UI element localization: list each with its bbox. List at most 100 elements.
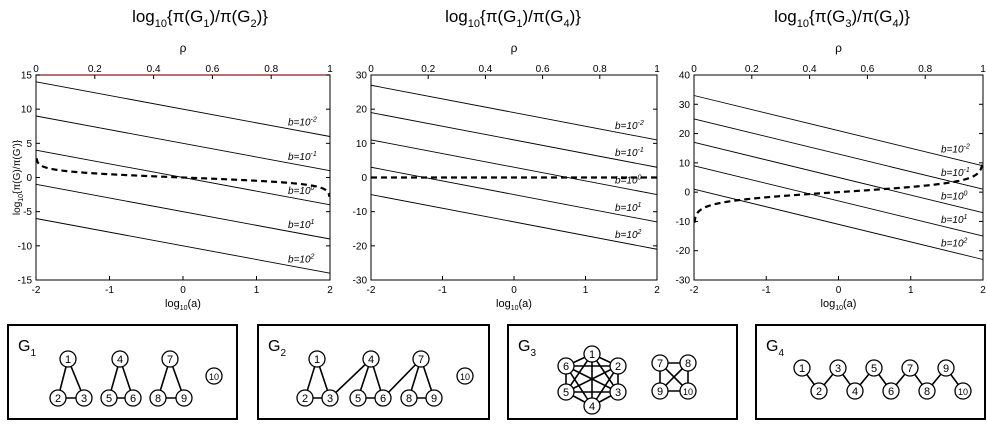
node-label: 5 bbox=[106, 393, 112, 405]
node-label: 3 bbox=[81, 393, 87, 405]
graph-node: 5 bbox=[865, 359, 883, 377]
node-label: 9 bbox=[943, 363, 949, 375]
x-tick-label: 0 bbox=[511, 285, 517, 296]
series-label: b=10-2 bbox=[288, 117, 317, 129]
y-tick-label: -20 bbox=[353, 241, 368, 252]
graph-box-g3: G3 1 2 3 4 5 6 7 8 9 10 bbox=[507, 324, 738, 420]
node-label: 4 bbox=[117, 354, 123, 366]
graph-frame bbox=[755, 324, 986, 420]
top-tick-label: 0.8 bbox=[918, 64, 932, 75]
top-tick-label: 1 bbox=[980, 64, 986, 75]
top-tick-label: 0.4 bbox=[478, 64, 492, 75]
graph-frame bbox=[7, 324, 238, 420]
x-tick-label: 2 bbox=[980, 285, 986, 296]
node-label: 7 bbox=[657, 358, 663, 370]
graph-node: 9 bbox=[937, 359, 955, 377]
x-axis-label: log10(a) bbox=[821, 298, 857, 312]
series-line-b-1 bbox=[35, 115, 331, 172]
node-label: 7 bbox=[418, 354, 424, 366]
series-line-b-1 bbox=[370, 112, 658, 168]
series-line-b-2 bbox=[370, 84, 658, 141]
y-axis-label: log10{π(G)/π(G')} bbox=[12, 139, 25, 215]
series-line-b1 bbox=[693, 165, 984, 237]
graph-node: 9 bbox=[175, 389, 193, 407]
series-line-b-2 bbox=[35, 81, 331, 137]
graph-node: 4 bbox=[362, 350, 380, 368]
node-label: 8 bbox=[406, 393, 412, 405]
node-label: 4 bbox=[368, 354, 374, 366]
y-tick-label: -30 bbox=[353, 276, 368, 287]
node-label: 8 bbox=[155, 393, 161, 405]
graph-node: 5 bbox=[349, 389, 367, 407]
graph-node: 6 bbox=[374, 389, 392, 407]
node-label: 5 bbox=[563, 387, 569, 399]
top-tick-label: 0.2 bbox=[745, 64, 759, 75]
series-line-b0 bbox=[693, 141, 984, 214]
y-tick-label: 20 bbox=[679, 129, 691, 140]
top-tick-label: 0.6 bbox=[536, 64, 550, 75]
series-label: b=10-2 bbox=[941, 144, 970, 156]
series-line-b2 bbox=[35, 218, 331, 274]
x-tick-label: -1 bbox=[438, 285, 447, 296]
graph-box-g2: G2 1 2 3 4 5 6 7 8 9 10 bbox=[257, 324, 490, 420]
series-label: b=101 bbox=[615, 202, 642, 214]
y-tick-label: -30 bbox=[676, 276, 691, 287]
node-label: 3 bbox=[327, 393, 333, 405]
series-line-b-1 bbox=[693, 118, 984, 190]
chart-title: log10{π(G3)/π(G4)} bbox=[774, 7, 910, 30]
top-axis-label: ρ bbox=[835, 41, 842, 55]
series-label: b=100 bbox=[288, 185, 315, 197]
node-label: 5 bbox=[355, 393, 361, 405]
graph-node: 2 bbox=[49, 389, 67, 407]
node-label: 2 bbox=[302, 393, 308, 405]
node-label: 10 bbox=[683, 387, 693, 397]
y-tick-label: 0 bbox=[684, 188, 690, 199]
node-label: 8 bbox=[924, 386, 930, 398]
graph-node: 8 bbox=[400, 389, 418, 407]
graph-node: 3 bbox=[75, 389, 93, 407]
graph-node: 4 bbox=[583, 397, 601, 415]
y-tick-label: -20 bbox=[676, 246, 691, 257]
series-label: b=102 bbox=[288, 253, 315, 265]
x-tick-label: 1 bbox=[254, 285, 260, 296]
series-label: b=10-2 bbox=[615, 120, 644, 132]
x-tick-label: -2 bbox=[32, 285, 41, 296]
y-tick-label: 30 bbox=[356, 71, 368, 82]
graph-node: 10 bbox=[456, 367, 474, 385]
node-label: 6 bbox=[380, 393, 386, 405]
node-label: 3 bbox=[835, 363, 841, 375]
node-label: 9 bbox=[181, 393, 187, 405]
node-label: 1 bbox=[314, 354, 320, 366]
node-label: 1 bbox=[65, 354, 71, 366]
node-label: 10 bbox=[209, 372, 219, 382]
x-tick-label: 1 bbox=[908, 285, 914, 296]
graph-node: 3 bbox=[829, 359, 847, 377]
x-tick-label: 1 bbox=[583, 285, 589, 296]
node-label: 1 bbox=[799, 363, 805, 375]
series-label: b=102 bbox=[941, 237, 968, 249]
chart-title: log10{π(G1)/π(G2)} bbox=[132, 7, 268, 30]
y-tick-label: -5 bbox=[23, 207, 32, 218]
series-label: b=102 bbox=[615, 229, 642, 241]
graph-label: G1 bbox=[18, 338, 36, 359]
graph-node: 6 bbox=[882, 382, 900, 400]
graph-node: 10 bbox=[205, 367, 223, 385]
graph-box-g1: G1 1 2 3 4 5 6 7 8 9 10 bbox=[7, 324, 238, 420]
x-tick-label: -1 bbox=[762, 285, 771, 296]
x-tick-label: 0 bbox=[180, 285, 186, 296]
series-label: b=10-1 bbox=[941, 167, 970, 179]
series-label: b=101 bbox=[941, 214, 968, 226]
y-tick-label: 10 bbox=[21, 105, 33, 116]
y-tick-label: 20 bbox=[356, 105, 368, 116]
top-tick-label: 0.6 bbox=[205, 64, 219, 75]
series-label: b=100 bbox=[615, 175, 642, 187]
x-tick-label: 2 bbox=[327, 285, 333, 296]
top-tick-label: 0.8 bbox=[593, 64, 607, 75]
graph-label: G4 bbox=[766, 338, 784, 359]
node-label: 2 bbox=[55, 393, 61, 405]
graph-frame bbox=[507, 324, 738, 420]
top-tick-label: 0.2 bbox=[88, 64, 102, 75]
graph-node: 4 bbox=[846, 382, 864, 400]
series-line-b2 bbox=[370, 194, 658, 250]
node-label: 10 bbox=[460, 372, 470, 382]
